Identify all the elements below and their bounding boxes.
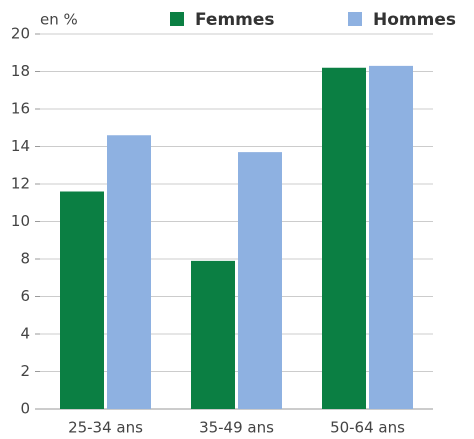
y-tick-label: 10 bbox=[11, 212, 30, 230]
y-tick-label: 20 bbox=[11, 25, 30, 43]
y-tick-label: 12 bbox=[11, 175, 30, 193]
bar bbox=[191, 260, 235, 409]
legend-label: Hommes bbox=[373, 10, 456, 30]
y-tick-label: 14 bbox=[11, 137, 30, 155]
y-tick-label: 8 bbox=[20, 250, 30, 268]
legend-swatch bbox=[348, 12, 362, 26]
x-tick-label: 25-34 ans bbox=[68, 419, 143, 437]
bar bbox=[107, 135, 151, 409]
y-tick-label: 2 bbox=[20, 362, 30, 380]
bar bbox=[369, 65, 413, 409]
y-tick-label: 6 bbox=[20, 287, 30, 305]
y-tick-label: 18 bbox=[11, 62, 30, 80]
y-tick-label: 16 bbox=[11, 100, 30, 118]
x-tick-label: 35-49 ans bbox=[199, 419, 274, 437]
x-tick-label: 50-64 ans bbox=[330, 419, 405, 437]
legend-swatch bbox=[170, 12, 184, 26]
bar bbox=[238, 152, 282, 409]
y-axis-label: en % bbox=[40, 11, 78, 29]
y-tick-label: 0 bbox=[20, 400, 30, 418]
y-tick-label: 4 bbox=[20, 325, 30, 343]
bar bbox=[322, 67, 366, 409]
legend-label: Femmes bbox=[195, 10, 275, 30]
bar bbox=[60, 191, 104, 409]
